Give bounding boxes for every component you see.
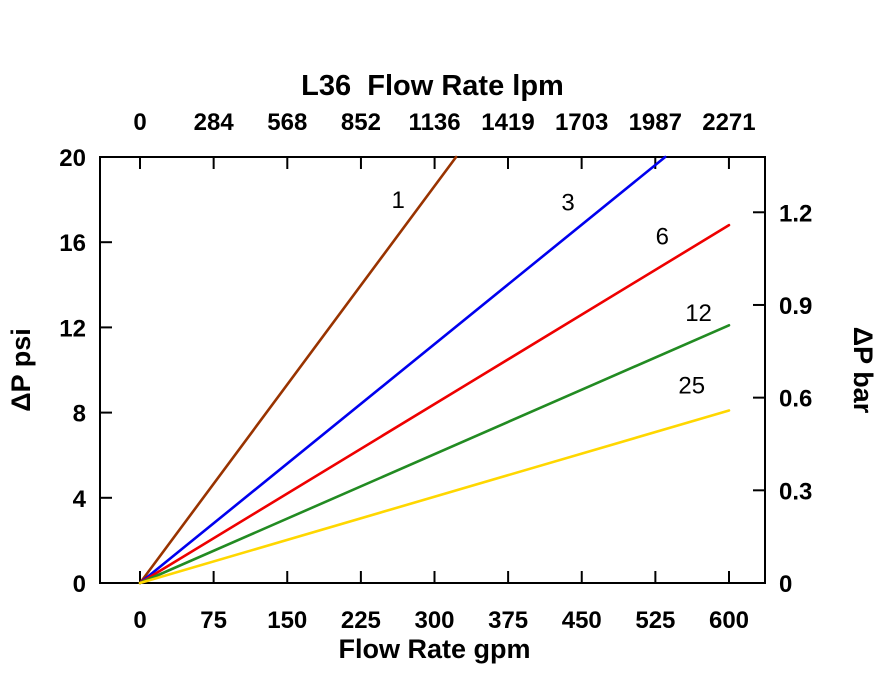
x-bottom-tick-label: 600: [709, 607, 749, 634]
x-bottom-tick-label: 525: [635, 607, 675, 634]
x-bottom-tick-label: 75: [200, 607, 227, 634]
x-bottom-tick-label: 225: [341, 607, 381, 634]
x-bottom-tick-label: 0: [133, 607, 146, 634]
series-line-12: [138, 323, 731, 585]
y-right-tick-label: 1.2: [779, 200, 812, 227]
x-top-tick-label: 1703: [555, 109, 608, 136]
y-right-tick-label: 0.3: [779, 478, 812, 505]
y-axis-title-right: ΔP bar: [848, 327, 878, 414]
series-label-1: 1: [391, 187, 404, 214]
y-left-tick-label: 8: [73, 401, 86, 428]
y-left-tick-label: 20: [59, 145, 86, 172]
series-line-6: [138, 223, 731, 585]
y-right-tick-label: 0.9: [779, 293, 812, 320]
series-line-1: [138, 155, 458, 585]
x-top-tick-label: 0: [133, 109, 146, 136]
y-left-tick-label: 16: [59, 230, 86, 257]
chart-title: L36 Flow Rate lpm: [301, 70, 564, 102]
x-bottom-tick-label: 300: [414, 607, 454, 634]
x-top-tick-label: 2271: [702, 109, 755, 136]
plot-border: [99, 156, 766, 584]
series-label-25: 25: [678, 372, 705, 399]
y-right-tick-label: 0: [779, 571, 792, 598]
x-axis-title: Flow Rate gpm: [338, 634, 530, 664]
y-right-tick-label: 0.6: [779, 386, 812, 413]
y-left-tick-label: 0: [73, 571, 86, 598]
series-line-25: [138, 409, 731, 585]
series-label-12: 12: [685, 300, 712, 327]
x-bottom-tick-label: 150: [267, 607, 307, 634]
series-label-3: 3: [561, 189, 574, 216]
series-label-6: 6: [656, 223, 669, 250]
y-left-tick-label: 12: [59, 315, 86, 342]
x-bottom-tick-label: 375: [488, 607, 528, 634]
x-top-tick-label: 852: [341, 109, 381, 136]
y-axis-title-left: ΔP psi: [6, 328, 36, 411]
x-top-tick-label: 568: [267, 109, 307, 136]
y-left-tick-label: 4: [73, 486, 87, 513]
x-top-tick-label: 284: [194, 109, 235, 136]
x-top-tick-label: 1987: [629, 109, 682, 136]
x-top-tick-label: 1136: [409, 109, 461, 136]
x-bottom-tick-label: 450: [562, 607, 602, 634]
series-line-3: [138, 155, 667, 585]
x-top-tick-label: 1419: [481, 109, 534, 136]
